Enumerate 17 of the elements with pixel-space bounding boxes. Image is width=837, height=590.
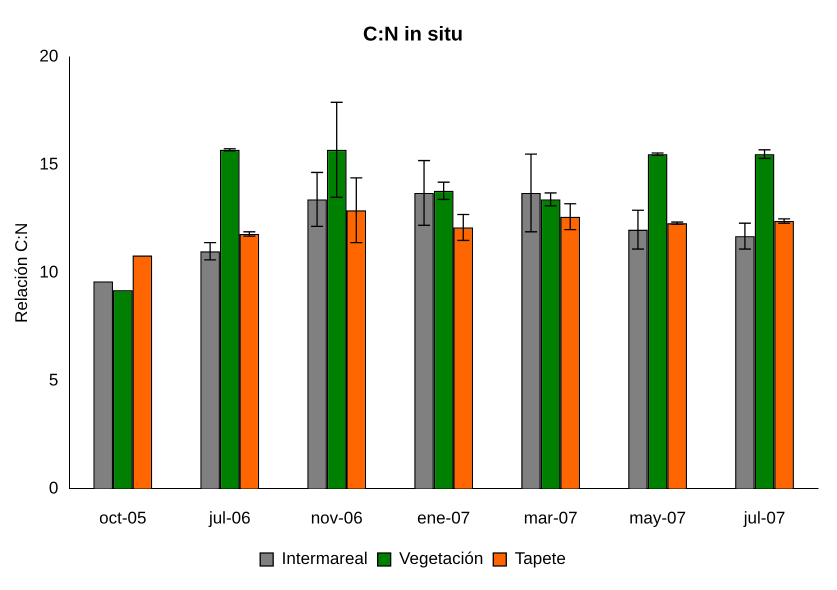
x-tick-label: oct-05 [99,508,146,528]
chart-title: C:N in situ [363,24,463,46]
legend-label: Vegetación [399,549,484,568]
y-tick-label: 10 [39,262,58,282]
y-tick-label: 15 [39,154,58,174]
legend-label: Tapete [514,549,566,568]
x-tick-label: mar-07 [524,508,578,528]
y-tick-label: 20 [39,46,58,66]
x-tick-label: jul-06 [208,508,251,528]
x-tick-label: may-07 [629,508,686,528]
y-tick-label: 0 [48,478,58,498]
y-axis-title: Relación C:N [12,222,31,323]
x-tick-label: ene-07 [417,508,470,528]
y-tick-label: 5 [48,370,58,390]
x-tick-label: jul-07 [742,508,786,528]
x-tick-label: nov-06 [310,508,363,528]
legend-label: Intermareal [282,549,368,568]
